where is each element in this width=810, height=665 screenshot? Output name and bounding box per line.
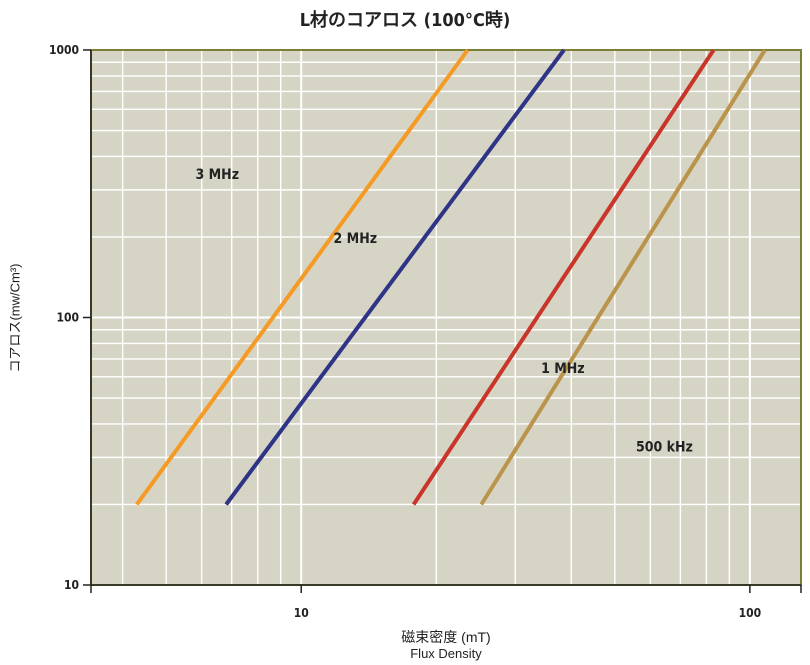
series-line-2	[411, 48, 716, 506]
chart-title: L材のコアロス (100°C時)	[299, 10, 511, 31]
y-tick-label: 100	[56, 311, 79, 325]
y-tick-label: 1000	[49, 43, 79, 57]
x-axis-label-japanese: 磁束密度 (mT)	[401, 629, 491, 645]
series-label-3: 500 kHz	[636, 440, 693, 456]
series-label-1: 2 MHz	[334, 231, 378, 247]
horizontal-gridlines	[91, 61, 801, 506]
axes	[83, 49, 802, 593]
series-line-3	[479, 48, 767, 506]
x-axis-label-english: Flux Density	[410, 646, 482, 661]
series-labels: 3 MHz 2 MHz 1 MHz 500 kHz	[195, 167, 692, 456]
series-lines	[135, 48, 767, 506]
y-tick-label: 10	[64, 578, 79, 592]
x-tick-label: 100	[739, 606, 762, 620]
tick-labels: 10 100 10 100 1000	[49, 43, 761, 620]
series-label-0: 3 MHz	[195, 167, 239, 183]
y-axis-label: コアロス(mw/Cm³)	[7, 263, 23, 373]
series-label-2: 1 MHz	[541, 361, 585, 377]
series-line-1	[224, 48, 566, 506]
series-line-0	[135, 48, 470, 506]
x-tick-label: 10	[294, 606, 309, 620]
